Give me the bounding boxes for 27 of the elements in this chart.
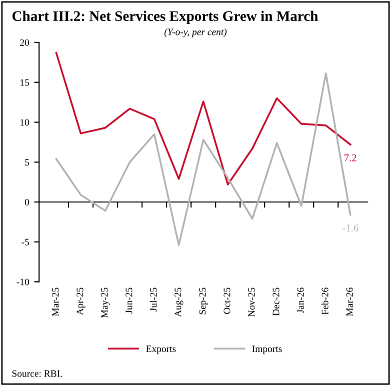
- chart-subtitle: (Y-o-y, per cent): [164, 28, 227, 38]
- y-tick-label: -5: [22, 238, 29, 246]
- x-tick-label: Nov-25: [248, 288, 255, 317]
- y-tick-label: 20: [20, 39, 30, 46]
- y-tick-label: 5: [25, 159, 29, 166]
- legend-label: Exports: [146, 346, 176, 354]
- x-tick-label: Jun-25: [126, 288, 132, 314]
- chart-title: Chart III.2: Net Services Exports Grew in March: [12, 10, 318, 24]
- x-tick-label: Sep-25: [199, 288, 208, 314]
- x-tick-label: Mar-26: [346, 288, 353, 316]
- x-tick-label: Dec-25: [272, 288, 280, 316]
- x-tick-label: May-25: [101, 288, 110, 318]
- x-tick-label: Apr-25: [76, 288, 86, 316]
- data-label: -1.6: [342, 224, 358, 232]
- source-note: Source: RBI.: [12, 370, 62, 377]
- y-tick-label: 15: [20, 79, 29, 86]
- legend-label: Imports: [252, 346, 282, 354]
- y-tick-label: -10: [16, 278, 30, 286]
- y-tick-label: 10: [20, 119, 30, 126]
- x-tick-label: Jul-25: [150, 288, 157, 312]
- x-tick-label: Feb-26: [321, 288, 328, 315]
- x-tick-label: Jan-26: [297, 288, 304, 314]
- y-tick-label: 0: [24, 198, 30, 206]
- data-label: 7.2: [344, 154, 356, 162]
- x-tick-label: Oct-25: [224, 288, 230, 314]
- x-tick-label: Mar-25: [52, 288, 59, 316]
- x-tick-label: Aug-25: [174, 288, 184, 317]
